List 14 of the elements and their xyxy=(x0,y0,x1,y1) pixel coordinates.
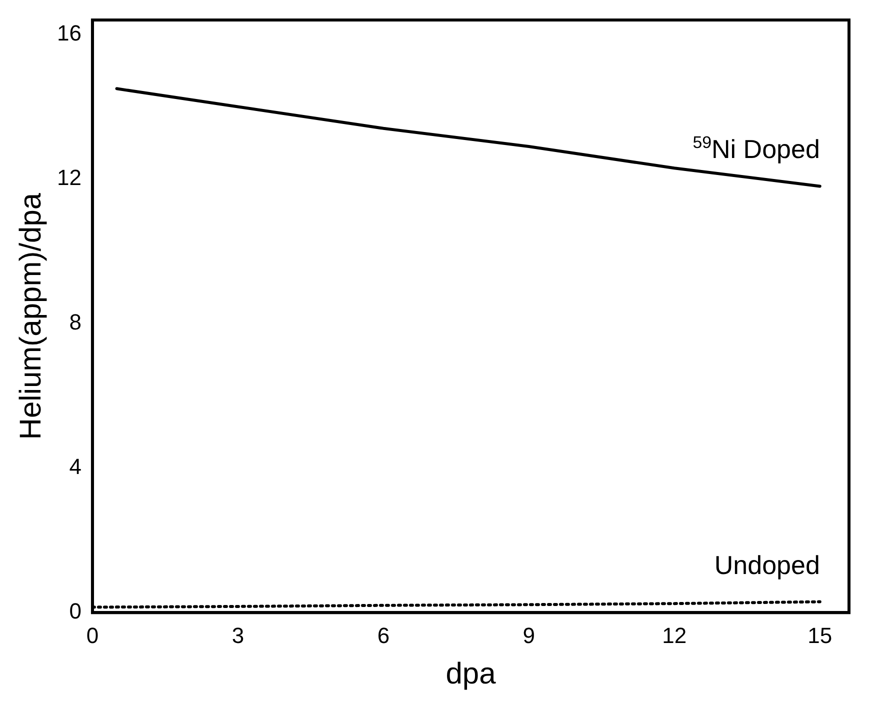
x-axis-title: dpa xyxy=(446,657,496,690)
x-tick-label: 6 xyxy=(377,622,390,648)
x-tick-label: 15 xyxy=(808,622,832,648)
y-tick-label: 12 xyxy=(56,165,82,190)
x-tick-label: 9 xyxy=(522,622,536,648)
y-tick-label: 16 xyxy=(56,20,82,46)
series-label: Undoped xyxy=(714,550,820,580)
y-tick-label: 0 xyxy=(69,598,82,624)
y-axis-title: Helium(appm)/dpa xyxy=(14,192,48,440)
x-tick-label: 0 xyxy=(86,622,99,648)
y-tick-label: 4 xyxy=(69,454,82,480)
x-tick-label: 3 xyxy=(232,622,244,648)
y-tick-label: 8 xyxy=(69,310,82,335)
x-tick-label: 12 xyxy=(662,622,687,648)
